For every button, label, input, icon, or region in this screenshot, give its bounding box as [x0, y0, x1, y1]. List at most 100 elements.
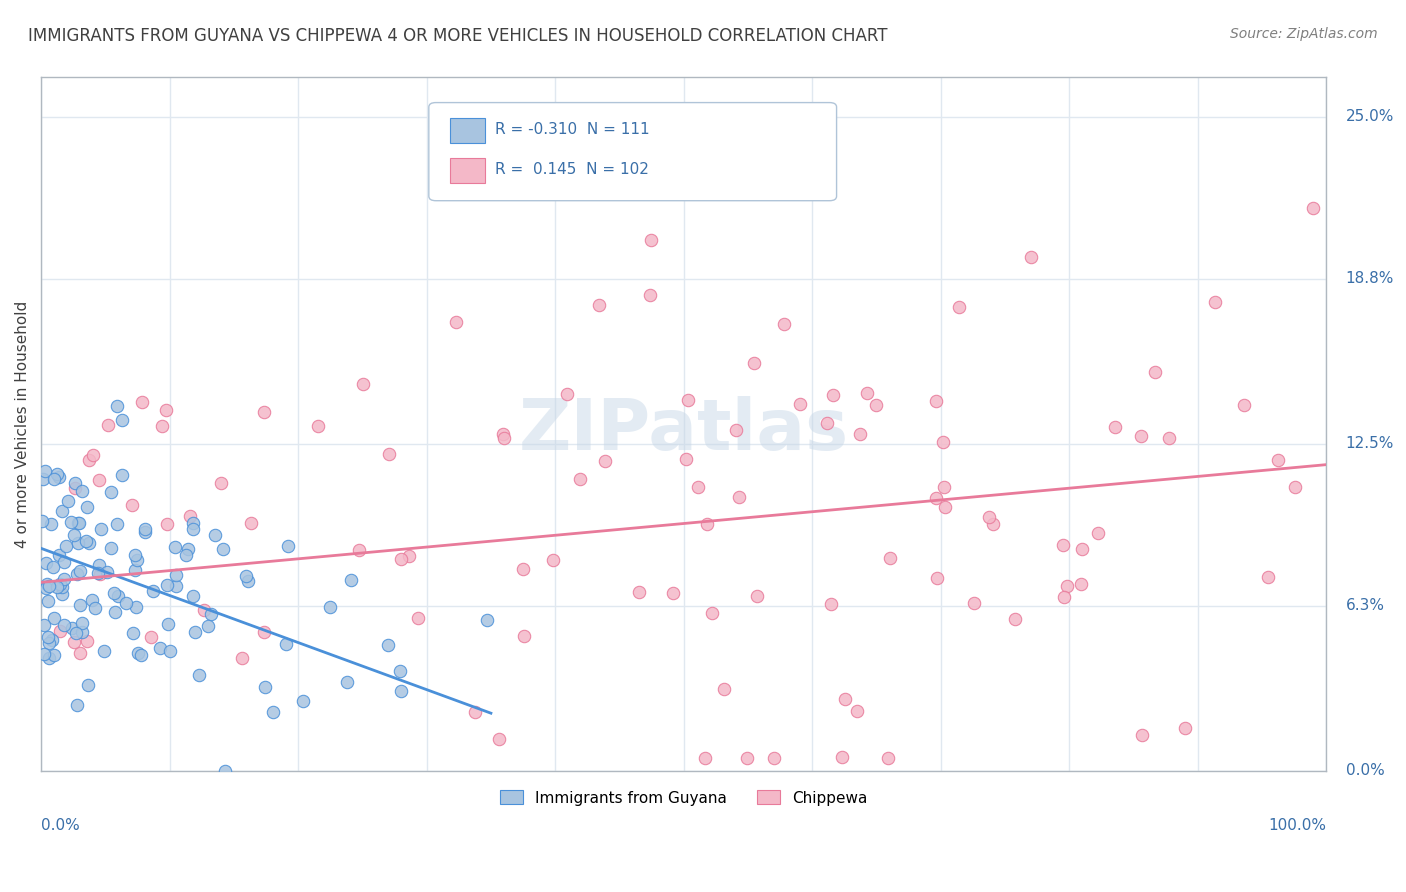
Point [1104, 420, 1126, 434]
Point [127, 646, 149, 660]
Point [53, 555, 76, 569]
Point [37, 631, 59, 645]
Point [49, 577, 72, 591]
Point [925, 571, 948, 585]
Point [389, 683, 412, 698]
Point [979, 509, 1001, 524]
Point [105, 517, 128, 532]
Point [52, 572, 75, 586]
Point [48, 470, 70, 484]
Point [45, 581, 67, 595]
Point [1157, 431, 1180, 445]
Point [44, 611, 66, 625]
Point [121, 499, 143, 513]
Point [65, 625, 87, 640]
Point [1053, 591, 1076, 605]
Point [934, 500, 956, 514]
Point [56, 494, 79, 508]
Point [193, 603, 215, 617]
Point [336, 675, 359, 690]
Point [179, 508, 201, 523]
Point [262, 705, 284, 719]
Point [63, 475, 86, 490]
Text: IMMIGRANTS FROM GUYANA VS CHIPPEWA 4 OR MORE VEHICLES IN HOUSEHOLD CORRELATION C: IMMIGRANTS FROM GUYANA VS CHIPPEWA 4 OR … [28, 27, 887, 45]
Point [541, 553, 564, 567]
Point [724, 423, 747, 437]
Point [149, 641, 172, 656]
Point [84, 600, 107, 615]
Point [42, 472, 65, 486]
Point [696, 517, 718, 532]
Point [69, 564, 91, 578]
Point [492, 427, 515, 442]
Point [742, 356, 765, 370]
Point [70, 483, 93, 498]
Point [855, 386, 877, 401]
Point [640, 233, 662, 247]
Point [693, 750, 716, 764]
Point [156, 578, 179, 592]
Y-axis label: 4 or more Vehicles in Household: 4 or more Vehicles in Household [15, 301, 30, 548]
Point [37, 594, 59, 608]
Point [156, 617, 179, 632]
Point [588, 298, 610, 312]
Point [398, 549, 420, 563]
Point [34, 618, 56, 632]
Point [389, 664, 412, 678]
Text: 100.0%: 100.0% [1268, 818, 1326, 833]
Point [676, 392, 699, 407]
Point [105, 399, 128, 413]
Point [204, 528, 226, 542]
Point [124, 548, 146, 562]
Point [183, 625, 205, 640]
Point [352, 376, 374, 391]
Point [188, 667, 211, 681]
Point [79, 536, 101, 550]
Point [1056, 579, 1078, 593]
Point [159, 644, 181, 658]
Point [1129, 429, 1152, 443]
Point [110, 413, 132, 427]
Point [292, 694, 315, 708]
Point [735, 750, 758, 764]
Point [38, 651, 60, 665]
Point [932, 434, 955, 449]
Point [834, 692, 856, 706]
Point [174, 548, 197, 562]
Text: 25.0%: 25.0% [1346, 109, 1393, 124]
Point [65, 698, 87, 712]
Point [77, 678, 100, 692]
Point [59, 515, 82, 529]
Point [103, 585, 125, 599]
Point [236, 574, 259, 588]
Point [87, 566, 110, 580]
Point [100, 485, 122, 500]
Point [593, 454, 616, 468]
Point [177, 541, 200, 556]
Point [107, 589, 129, 603]
Point [924, 491, 946, 506]
Point [62, 634, 84, 648]
Point [1070, 577, 1092, 591]
Point [1130, 728, 1153, 742]
Point [1267, 453, 1289, 467]
Point [181, 516, 204, 530]
Point [51, 586, 73, 600]
Point [1004, 612, 1026, 626]
Point [1019, 250, 1042, 264]
Point [48, 549, 70, 563]
Point [948, 301, 970, 315]
Point [1144, 365, 1167, 379]
Point [139, 630, 162, 644]
Point [38, 579, 60, 593]
Point [702, 606, 724, 620]
Point [239, 516, 262, 530]
Point [124, 600, 146, 615]
Text: R = -0.310  N = 111: R = -0.310 N = 111 [495, 122, 650, 136]
Point [924, 393, 946, 408]
Point [70, 624, 93, 639]
Point [51, 504, 73, 518]
Point [96, 565, 118, 579]
Point [166, 579, 188, 593]
Point [66, 566, 89, 581]
